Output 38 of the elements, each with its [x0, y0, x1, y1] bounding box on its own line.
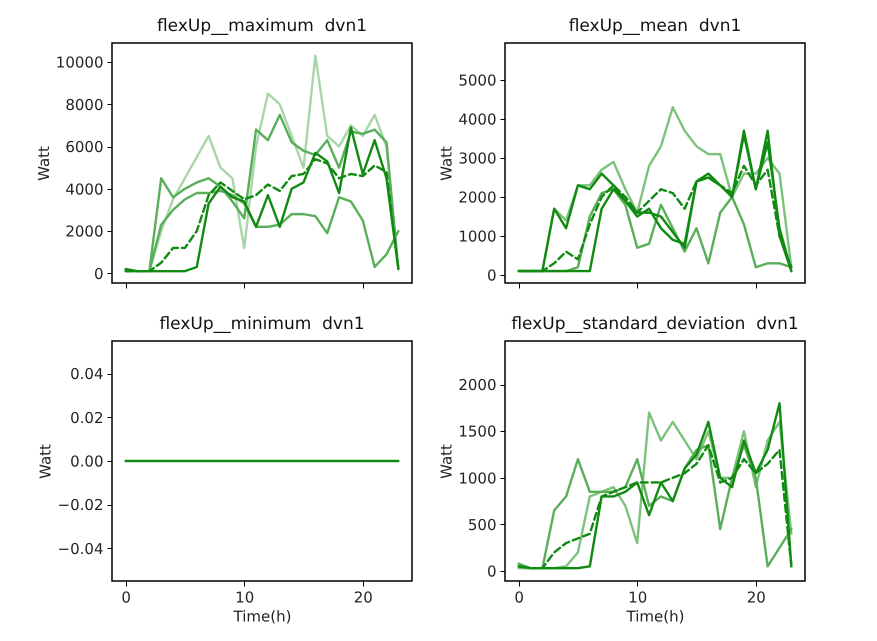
- y-axis-title: Watt: [437, 444, 456, 479]
- x-axis-title: Time(h): [626, 608, 684, 626]
- y-tick-label: 500: [468, 516, 496, 534]
- x-tick-label: 10: [235, 588, 254, 606]
- y-tick-label: 10000: [56, 54, 104, 72]
- y-tick-label: 3000: [458, 150, 496, 168]
- y-tick-label: 8000: [65, 96, 104, 114]
- y-tick-label: 2000: [65, 222, 104, 241]
- y-tick-label: 0: [486, 562, 496, 581]
- x-axis-title: Time(h): [232, 608, 292, 626]
- y-tick-label: 4000: [458, 110, 496, 129]
- y-axis-title: Watt: [36, 444, 55, 479]
- chart-title: flexUp__minimum dvn1: [159, 314, 365, 334]
- x-tick-label: 20: [746, 588, 766, 606]
- y-tick-label: 4000: [65, 180, 104, 198]
- y-tick-label: 1000: [458, 228, 496, 246]
- y-tick-label: 0.04: [70, 365, 104, 384]
- y-axis-title: Watt: [34, 146, 53, 181]
- chart-title: flexUp__mean dvn1: [568, 16, 742, 36]
- x-tick-label: 20: [354, 588, 373, 606]
- y-tick-label: −0.04: [58, 540, 104, 558]
- x-tick-label: 0: [121, 588, 131, 606]
- chart-title: flexUp__standard_deviation dvn1: [511, 314, 799, 334]
- y-axis-title: Watt: [437, 146, 456, 181]
- x-tick-label: 0: [514, 588, 524, 606]
- y-tick-label: −0.02: [58, 496, 104, 514]
- y-tick-label: 0: [486, 266, 496, 285]
- y-tick-label: 0.00: [70, 452, 104, 470]
- y-tick-label: 1500: [458, 422, 496, 441]
- chart-title: flexUp__maximum dvn1: [156, 16, 368, 36]
- y-tick-label: 1000: [458, 469, 496, 488]
- y-tick-label: 6000: [65, 138, 104, 156]
- y-tick-label: 0: [94, 264, 104, 283]
- y-tick-label: 5000: [458, 72, 496, 90]
- y-tick-label: 0.02: [70, 408, 104, 427]
- x-tick-label: 10: [628, 588, 648, 606]
- y-tick-label: 2000: [458, 188, 496, 207]
- y-tick-label: 2000: [458, 376, 496, 394]
